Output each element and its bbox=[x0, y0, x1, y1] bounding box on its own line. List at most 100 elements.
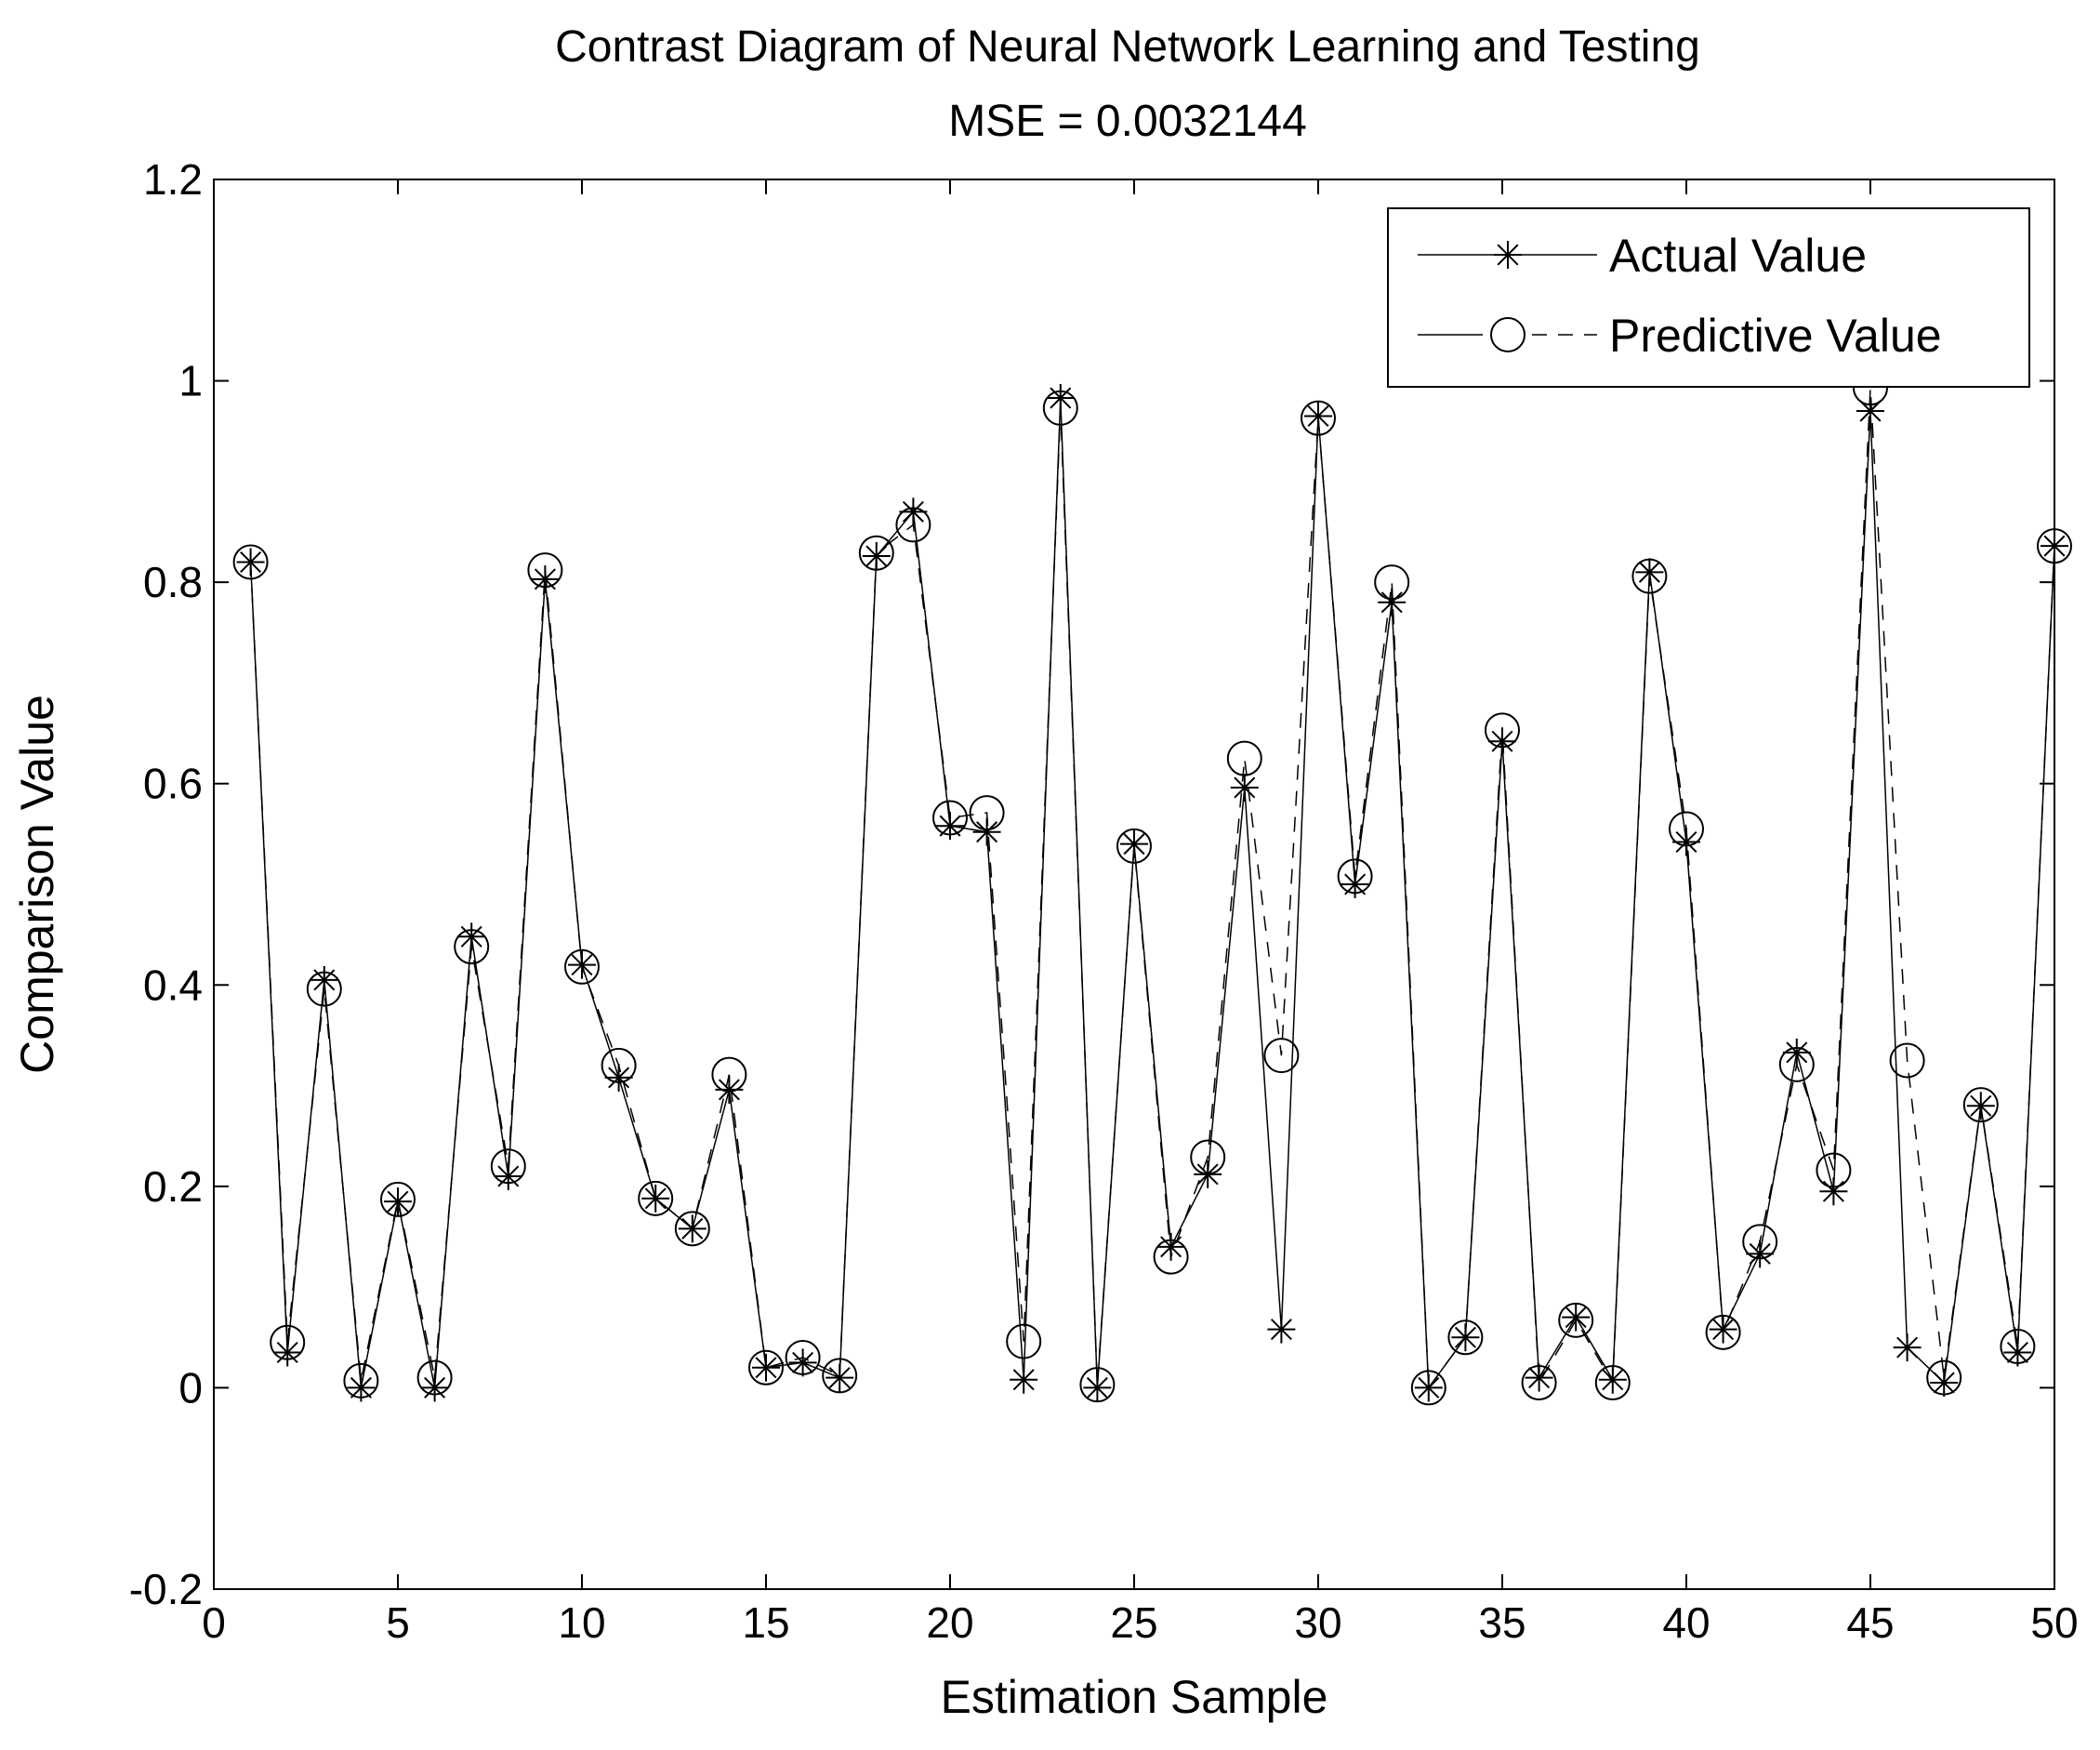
data-point-actual bbox=[752, 1353, 780, 1382]
data-point-actual bbox=[1451, 1323, 1480, 1352]
data-point-actual bbox=[1010, 1365, 1038, 1394]
data-point-actual bbox=[1304, 402, 1332, 431]
data-point-actual-d2 bbox=[497, 1165, 520, 1187]
legend-entry-actual: Actual Value bbox=[1418, 230, 1867, 282]
data-point-actual-d2 bbox=[718, 1079, 740, 1101]
y-axis-label: Comparison Value bbox=[11, 695, 63, 1074]
data-point-predictive bbox=[1778, 1046, 1815, 1082]
data-point-actual-d2 bbox=[1528, 1367, 1551, 1389]
data-point-predictive bbox=[1042, 390, 1078, 426]
data-point-predictive bbox=[1153, 1239, 1189, 1275]
y-tick-label: -0.2 bbox=[129, 1565, 203, 1613]
data-point-actual-d2 bbox=[1712, 1319, 1735, 1341]
data-point-actual bbox=[1819, 1177, 1848, 1206]
data-point-actual-d2 bbox=[1307, 404, 1329, 427]
series-line-predictive bbox=[249, 388, 2055, 1390]
data-point-predictive bbox=[1190, 1139, 1226, 1175]
x-tick-label: 35 bbox=[1478, 1598, 1525, 1647]
legend-label-predictive: Predictive Value bbox=[1609, 310, 1942, 362]
data-point-actual bbox=[1856, 397, 1884, 426]
data-point-predictive bbox=[638, 1180, 674, 1216]
data-point-actual-d2 bbox=[424, 1376, 446, 1399]
data-point-predictive bbox=[1889, 1042, 1925, 1079]
data-point-actual-d2 bbox=[276, 1342, 298, 1364]
data-point-actual-d2 bbox=[1565, 1306, 1587, 1329]
data-point-predictive bbox=[1337, 858, 1373, 895]
data-point-actual bbox=[825, 1363, 854, 1392]
data-point-predictive bbox=[748, 1349, 784, 1385]
data-point-actual bbox=[1635, 558, 1664, 587]
data-point-predictive bbox=[1962, 1087, 1999, 1123]
data-point-actual bbox=[310, 965, 338, 994]
data-point-actual bbox=[788, 1348, 817, 1377]
data-point-predictive bbox=[454, 929, 490, 965]
y-tick-label: 0.4 bbox=[143, 961, 203, 1009]
data-point-actual bbox=[1966, 1092, 1995, 1120]
data-point-predictive bbox=[1594, 1365, 1631, 1401]
data-point-predictive bbox=[306, 971, 342, 1007]
data-point-predictive bbox=[1521, 1365, 1557, 1401]
data-point-actual-d2 bbox=[1234, 776, 1256, 799]
data-point-predictive bbox=[601, 1047, 637, 1083]
data-point-predictive bbox=[822, 1358, 858, 1394]
data-point-predictive bbox=[1374, 564, 1410, 601]
data-point-actual bbox=[568, 950, 596, 979]
data-point-predictive bbox=[1816, 1152, 1852, 1188]
data-point-actual bbox=[936, 812, 964, 841]
data-point-actual-d2 bbox=[976, 821, 998, 843]
data-point-actual bbox=[1267, 1315, 1296, 1344]
data-point-actual bbox=[1782, 1038, 1811, 1067]
x-tick-label: 5 bbox=[386, 1598, 410, 1647]
data-point-actual bbox=[2003, 1338, 2032, 1367]
x-tick-label: 40 bbox=[1662, 1598, 1710, 1647]
data-point-actual-d2 bbox=[1933, 1372, 1955, 1394]
data-point-actual bbox=[1083, 1373, 1112, 1402]
legend-asterisk-icon bbox=[1494, 241, 1522, 269]
y-tick-label: 0.2 bbox=[143, 1162, 203, 1211]
data-point-predictive bbox=[1926, 1359, 1962, 1396]
data-point-actual-d2 bbox=[1896, 1336, 1919, 1359]
data-point-actual bbox=[604, 1063, 633, 1092]
y-tick-label: 0 bbox=[178, 1363, 203, 1412]
data-point-actual-d2 bbox=[1675, 831, 1697, 854]
y-tick-label: 1.2 bbox=[143, 155, 203, 204]
data-point-actual bbox=[1120, 829, 1148, 858]
data-point-actual bbox=[1709, 1315, 1737, 1344]
data-point-actual bbox=[1156, 1232, 1185, 1261]
data-point-actual bbox=[1230, 774, 1259, 802]
data-point-predictive bbox=[1226, 740, 1262, 776]
data-point-actual bbox=[1414, 1373, 1443, 1402]
data-point-actual bbox=[862, 541, 891, 570]
data-point-actual bbox=[494, 1162, 522, 1191]
data-point-predictive bbox=[858, 535, 894, 571]
data-point-predictive bbox=[2000, 1329, 2036, 1365]
data-point-actual-d2 bbox=[1749, 1242, 1771, 1265]
data-point-predictive bbox=[1079, 1367, 1116, 1403]
data-point-actual bbox=[1893, 1333, 1922, 1362]
data-point-predictive bbox=[232, 544, 269, 580]
data-point-actual-d2 bbox=[1086, 1376, 1108, 1399]
data-point-actual bbox=[347, 1373, 376, 1402]
data-point-predictive bbox=[564, 948, 600, 985]
data-point-predictive bbox=[1485, 712, 1520, 749]
data-point-actual-d2 bbox=[1786, 1041, 1808, 1064]
x-tick-label: 20 bbox=[926, 1598, 973, 1647]
y-tick-label: 0.6 bbox=[143, 760, 203, 808]
legend-label-actual: Actual Value bbox=[1609, 230, 1867, 282]
data-point-predictive bbox=[969, 795, 1005, 831]
data-point-predictive bbox=[1263, 1038, 1300, 1074]
data-point-predictive bbox=[1558, 1302, 1594, 1338]
data-point-predictive bbox=[416, 1359, 453, 1396]
data-point-predictive bbox=[785, 1339, 821, 1375]
data-point-actual bbox=[273, 1338, 302, 1367]
data-point-actual-d2 bbox=[828, 1367, 851, 1389]
x-tick-label: 25 bbox=[1110, 1598, 1157, 1647]
data-point-predictive bbox=[1669, 811, 1704, 847]
data-point-actual bbox=[236, 548, 265, 577]
legend-asterisk-icon-d2 bbox=[1497, 244, 1519, 266]
data-point-actual-d2 bbox=[1970, 1094, 1992, 1117]
data-point-actual-d2 bbox=[571, 954, 593, 976]
data-point-actual-d2 bbox=[1491, 730, 1513, 752]
legend-marker-actual bbox=[1494, 241, 1522, 269]
